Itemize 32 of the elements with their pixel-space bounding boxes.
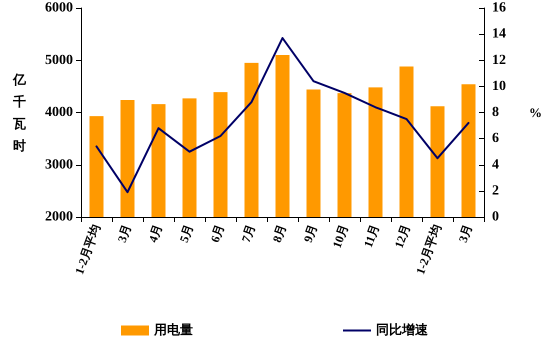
line-series [96, 37, 470, 194]
y2-tick-label: 6 [492, 131, 499, 146]
x-tick-label: 6月 [208, 222, 228, 244]
y-tick-label: 6000 [45, 0, 73, 16]
y2-tick-label: 12 [492, 52, 506, 68]
x-tick-label: 10月 [330, 222, 352, 250]
y2-tick-label: 8 [492, 105, 499, 120]
x-tick-label: 1-2月平均 [72, 222, 104, 276]
y2-tick-label: 16 [492, 0, 506, 16]
y2-tick-label: 4 [492, 157, 499, 172]
x-tick-label: 11月 [360, 222, 382, 250]
y-tick-label: 3000 [45, 157, 73, 172]
x-tick-label: 3月 [114, 222, 134, 244]
y-tick-label: 4000 [45, 105, 73, 120]
x-tick-label: 12月 [392, 222, 414, 250]
y2-tick-label: 0 [492, 210, 499, 224]
x-tick-label: 4月 [146, 222, 166, 244]
y2-tick-label: 10 [492, 78, 506, 94]
y-axis-title: 亿千瓦时 [12, 72, 27, 153]
x-tick-label: 7月 [238, 222, 258, 244]
x-tick-label: 1-2月平均 [413, 222, 444, 276]
x-tick-label: 5月 [176, 222, 196, 244]
legend-label: 用电量 [153, 323, 193, 338]
y2-tick-label: 14 [492, 26, 506, 42]
x-tick-label: 3月 [456, 222, 476, 244]
legend-label: 同比增速 [376, 323, 429, 338]
x-tick-label: 9月 [300, 222, 320, 244]
y2-axis-title: % [529, 105, 542, 120]
y-tick-label: 2000 [45, 210, 73, 224]
y2-tick-label: 2 [492, 183, 499, 198]
y-tick-label: 5000 [45, 52, 73, 68]
x-tick-label: 8月 [270, 222, 290, 244]
